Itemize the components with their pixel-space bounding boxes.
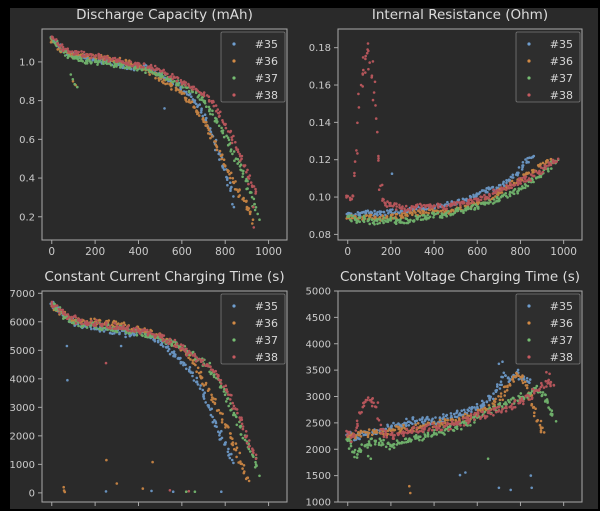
svg-text:4500: 4500	[306, 313, 331, 324]
svg-text:4000: 4000	[306, 339, 331, 350]
svg-text:4000: 4000	[10, 374, 35, 385]
svg-text:0.18: 0.18	[309, 43, 331, 54]
svg-text:#38: #38	[255, 89, 278, 102]
chart-discharge-capacity: 0.2 0.4 0.6 0.8 1.0 0 200 400 600 800 1000 #35 #36 #3…	[19, 28, 288, 258]
svg-text:1000: 1000	[10, 460, 35, 471]
svg-text:2000: 2000	[306, 445, 331, 456]
svg-text:1500: 1500	[306, 471, 331, 482]
svg-text:7000: 7000	[10, 289, 35, 300]
svg-text:#35: #35	[255, 38, 278, 51]
svg-text:0.16: 0.16	[309, 81, 331, 92]
svg-text:600: 600	[172, 246, 192, 258]
chart-cv-charging-time: 1000 1500 2000 2500 3000 3500 4000 4500 5000 #35 #…	[306, 287, 583, 509]
svg-text:0.8: 0.8	[19, 96, 35, 107]
svg-text:600: 600	[467, 246, 487, 258]
svg-text:#36: #36	[550, 55, 573, 68]
svg-text:#35: #35	[550, 300, 573, 313]
svg-text:#37: #37	[550, 72, 573, 85]
svg-text:0.6: 0.6	[19, 135, 35, 146]
svg-text:0.10: 0.10	[309, 193, 331, 204]
svg-text:200: 200	[381, 246, 401, 258]
svg-text:#38: #38	[550, 89, 573, 102]
svg-text:0: 0	[48, 246, 55, 258]
svg-text:#35: #35	[550, 38, 573, 51]
chart-internal-resistance: 0.08 0.10 0.12 0.14 0.16 0.18 0 200 400 600 800 100…	[309, 28, 583, 258]
svg-text:3500: 3500	[306, 366, 331, 377]
svg-text:#37: #37	[550, 334, 573, 347]
svg-text:200: 200	[85, 246, 105, 258]
svg-text:800: 800	[510, 246, 530, 258]
chart-title-cc-charging-time: Constant Current Charging Time (s)	[44, 269, 285, 285]
svg-text:#35: #35	[255, 300, 278, 313]
svg-text:2000: 2000	[10, 431, 35, 442]
svg-text:5000: 5000	[306, 287, 331, 298]
svg-text:#38: #38	[255, 351, 278, 364]
svg-text:1000: 1000	[255, 246, 282, 258]
svg-text:0: 0	[29, 488, 35, 499]
svg-text:0.4: 0.4	[19, 174, 35, 185]
svg-text:0: 0	[344, 246, 351, 258]
svg-text:3000: 3000	[306, 392, 331, 403]
svg-text:#36: #36	[255, 317, 278, 330]
chart-cc-charging-time: 0 1000 2000 3000 4000 5000 6000 7000 #35 #36 #37 #3…	[10, 289, 288, 506]
svg-text:400: 400	[424, 246, 444, 258]
svg-text:0.12: 0.12	[309, 155, 331, 166]
svg-text:#36: #36	[255, 55, 278, 68]
chart-title-internal-resistance: Internal Resistance (Ohm)	[371, 7, 549, 23]
svg-text:#36: #36	[550, 317, 573, 330]
svg-text:1000: 1000	[550, 246, 577, 258]
svg-text:2500: 2500	[306, 418, 331, 429]
svg-text:#38: #38	[550, 351, 573, 364]
svg-text:0.14: 0.14	[309, 118, 331, 129]
svg-text:5000: 5000	[10, 346, 35, 357]
chart-title-discharge-capacity: Discharge Capacity (mAh)	[76, 7, 253, 23]
chart-title-cv-charging-time: Constant Voltage Charging Time (s)	[339, 269, 581, 285]
svg-text:3000: 3000	[10, 403, 35, 414]
svg-text:800: 800	[215, 246, 235, 258]
svg-text:1000: 1000	[306, 498, 331, 509]
svg-text:0.08: 0.08	[309, 230, 331, 241]
svg-text:0.2: 0.2	[19, 212, 35, 223]
svg-text:#37: #37	[255, 72, 278, 85]
svg-text:1.0: 1.0	[19, 57, 35, 68]
svg-text:400: 400	[128, 246, 148, 258]
svg-text:6000: 6000	[10, 317, 35, 328]
svg-text:#37: #37	[255, 334, 278, 347]
figure-background	[10, 8, 598, 509]
